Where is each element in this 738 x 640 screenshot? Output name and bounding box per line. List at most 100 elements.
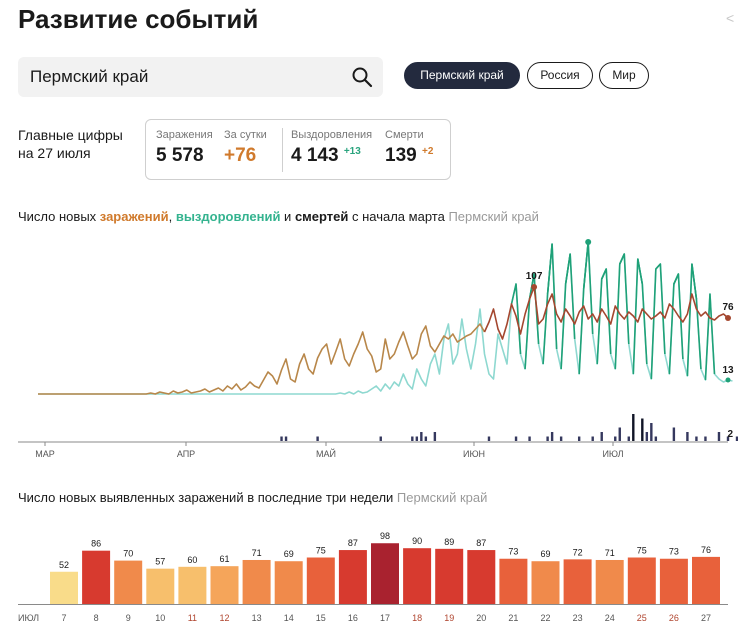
death-bar — [379, 436, 382, 441]
bar-value-label: 86 — [91, 539, 101, 549]
death-bar — [514, 436, 518, 441]
death-bar — [618, 427, 621, 441]
bar-month-label: ИЮЛ — [18, 613, 39, 623]
bar-value-label: 71 — [605, 548, 615, 558]
bar-22 — [531, 561, 560, 604]
tab-region-russia[interactable]: Россия — [527, 62, 593, 89]
main-figures-label-line1: Главные цифры — [18, 127, 123, 143]
death-bar — [316, 436, 319, 441]
recoveries-peak — [686, 263, 698, 377]
bar-category-label: 20 — [476, 613, 486, 623]
death-bar — [433, 432, 437, 441]
bar-11 — [178, 566, 207, 604]
line-title-deaths: смертей — [294, 209, 349, 224]
line-chart-title: Число новых заражений, выздоровлений и с… — [18, 209, 539, 224]
stat-recovered-label: Выздоровления — [291, 129, 373, 141]
bar-category-label: 26 — [669, 613, 679, 623]
recoveries-peak — [619, 253, 630, 345]
bar-value-label: 76 — [701, 545, 711, 555]
bar-23 — [563, 559, 592, 604]
recoveries-peak — [600, 268, 612, 355]
tab-region-perm[interactable]: Пермский край — [404, 62, 520, 89]
stat-daily-value: +76 — [224, 145, 257, 166]
stats-card: Заражения 5 578 За сутки +76 Выздоровлен… — [145, 119, 451, 180]
recoveries-last-dot — [725, 377, 731, 383]
infections-last-dot — [725, 315, 731, 321]
bar-8 — [82, 550, 111, 604]
death-bar — [528, 436, 531, 441]
death-bar — [591, 436, 594, 441]
share-icon[interactable]: < — [726, 10, 735, 26]
bar-value-label: 75 — [637, 546, 647, 556]
death-bar — [577, 436, 581, 441]
search-input[interactable]: Пермский край — [18, 57, 383, 97]
stat-recovered-row: 4 143 +13 — [291, 145, 372, 167]
bar-9 — [114, 560, 143, 604]
bar-category-label: 12 — [219, 613, 229, 623]
bar-13 — [242, 559, 271, 604]
month-label: ИЮН — [463, 449, 485, 459]
bar-value-label: 73 — [669, 547, 679, 557]
main-figures-label: Главные цифры на 27 июля — [18, 126, 123, 162]
bar-chart-title: Число новых выявленных заражений в после… — [18, 490, 487, 505]
death-bar — [280, 436, 283, 441]
stat-recovered-delta: +13 — [343, 146, 361, 157]
recoveries-peak — [614, 253, 626, 370]
death-bar — [726, 436, 730, 441]
bar-value-label: 61 — [219, 554, 229, 564]
bar-category-label: 8 — [94, 613, 99, 623]
recoveries-peak — [691, 263, 702, 370]
death-bar — [411, 436, 414, 441]
recoveries-peak — [673, 273, 684, 360]
bar-value-label: 75 — [316, 546, 326, 556]
recoveries-peak-label: 152 — [580, 236, 597, 238]
line-title-recoveries: выздоровлений — [175, 209, 281, 224]
line-title-comma: , — [168, 209, 176, 224]
line-title-suffix: с начала марта — [348, 209, 445, 224]
recoveries-peak-dot — [585, 239, 592, 245]
bar-value-label: 90 — [412, 536, 422, 546]
bar-category-label: 18 — [412, 613, 422, 623]
stat-deaths: Смерти 139 +2 — [385, 129, 433, 167]
stats-divider — [282, 128, 283, 172]
bar-category-label: 13 — [252, 613, 262, 623]
bar-24 — [595, 559, 624, 604]
bar-value-label: 69 — [540, 549, 550, 559]
bar-chart: ИЮЛ 52 7 86 8 70 9 57 10 60 11 61 12 71 13 69 14 75 15 87 16… — [18, 531, 728, 623]
stat-deaths-value: 139 — [385, 145, 417, 166]
month-label: АПР — [177, 449, 195, 459]
stat-infections-value: 5 578 — [156, 145, 204, 166]
death-bar — [420, 432, 423, 441]
recoveries-peak — [564, 253, 576, 340]
tab-region-world[interactable]: Мир — [599, 62, 649, 89]
bar-category-label: 15 — [316, 613, 326, 623]
bar-category-label: 11 — [188, 613, 197, 623]
deaths-last-label: 2 — [727, 429, 733, 440]
stat-daily: За сутки +76 — [224, 129, 267, 167]
death-bar — [695, 436, 698, 441]
death-bar — [654, 436, 658, 441]
infections-line — [38, 323, 486, 395]
death-bar — [600, 432, 603, 441]
recoveries-line — [38, 241, 733, 395]
search-value: Пермский край — [30, 67, 149, 86]
bar-value-label: 98 — [380, 531, 390, 541]
bar-value-label: 70 — [123, 549, 133, 559]
death-bar — [415, 436, 419, 441]
search-icon[interactable] — [351, 66, 373, 88]
bar-category-label: 19 — [444, 613, 454, 623]
recoveries-peak — [668, 273, 680, 375]
stat-daily-label: За сутки — [224, 129, 267, 141]
bar-category-label: 27 — [701, 613, 711, 623]
line-chart: 107 152 76 13 2 МАР АПР МАЙ ИЮН ИЮЛ — [18, 236, 738, 459]
bar-7 — [50, 571, 78, 604]
death-bar — [550, 432, 554, 441]
stat-recovered: Выздоровления 4 143 +13 — [291, 129, 372, 167]
infections-peak-dot — [531, 284, 538, 290]
bar-category-label: 16 — [348, 613, 358, 623]
death-bar — [704, 436, 707, 441]
bar-value-label: 73 — [508, 547, 518, 557]
bar-category-label: 7 — [61, 613, 66, 623]
death-bar — [559, 436, 563, 441]
bar-27 — [692, 556, 720, 604]
